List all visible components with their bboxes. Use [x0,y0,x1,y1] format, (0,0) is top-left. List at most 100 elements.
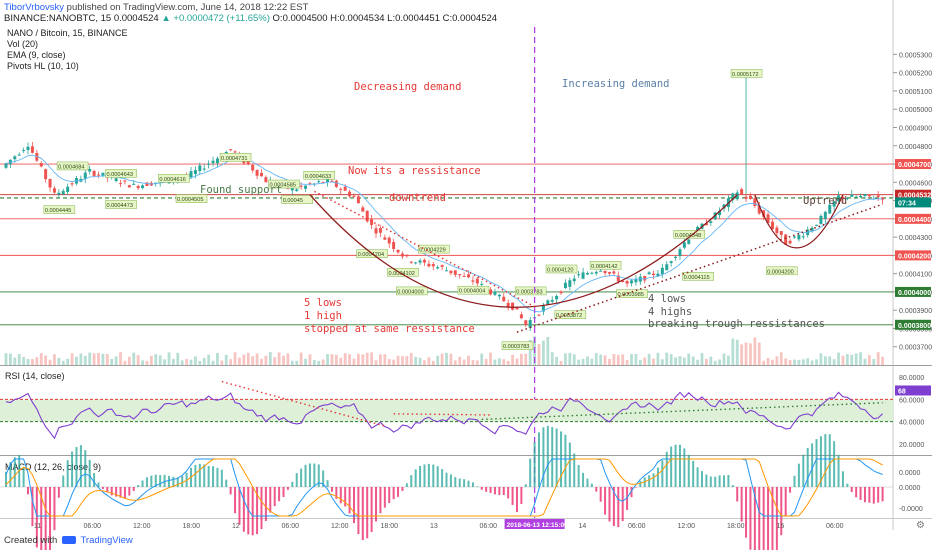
pivot-label-box [219,153,252,162]
candle-body [215,158,219,164]
candle-body [585,273,589,275]
tradingview-logo-icon [61,536,76,545]
rsi-legend[interactable]: RSI (14, close) [5,371,65,381]
macd-histogram-bar [13,457,16,487]
pivot-label: 0.0005172 [732,72,758,78]
candle-body [48,178,52,188]
volume-bar [66,358,70,365]
candle-body [616,275,620,282]
macd-histogram-bar [630,487,633,498]
candle-body [70,183,74,185]
macd-histogram-bar [401,487,404,491]
macd-histogram-bar [115,487,118,497]
volume-bar [511,354,514,365]
macd-tick-label: 0.0000 [899,470,921,477]
volume-bar [330,354,334,365]
macd-histogram-bar [414,469,417,487]
price-badge [895,213,931,224]
candle-body [44,169,48,180]
legend-ema[interactable]: EMA (9, close) [7,50,66,60]
macd-histogram-bar [344,487,347,507]
time-tick-label: 18:00 [381,523,399,530]
candle-body [524,320,528,325]
macd-histogram-bar [419,465,422,487]
candle-body [409,261,413,263]
macd-histogram-bar [53,487,56,531]
macd-histogram-bar [674,444,677,487]
macd-histogram-bar [806,447,809,487]
rsi-tick-label: 60.0000 [899,397,924,404]
pivot-label-box [514,286,547,296]
annotation-stopped: stopped at same ressistance [304,323,475,335]
macd-histogram-bar [837,454,840,487]
candle-body [572,278,576,282]
volume-bar [299,352,303,365]
volume-bar [519,353,523,365]
macd-histogram-bar [507,487,510,499]
volume-bar [48,359,52,365]
macd-histogram-bar [379,487,382,514]
macd-histogram-bar [278,487,281,502]
candle-body [506,302,510,307]
rsi-line [5,391,883,440]
ohlc-values: O:0.0004500 H:0.0004534 L:0.0004451 C:0.… [272,13,498,24]
candle-body [471,280,475,282]
volume-bar [423,360,426,365]
macd-histogram-bar [326,480,329,487]
macd-histogram-bar [88,459,91,487]
price-tick-label: 0.0004600 [899,180,932,187]
volume-bar [599,354,603,365]
volume-bar [238,357,241,365]
candle-body [541,305,545,312]
volume-bar [282,355,285,365]
rsi-downtrend-line [221,380,386,427]
volume-bar [771,359,774,365]
volume-bar [396,355,400,365]
volume-bar [762,360,766,365]
volume-bar [4,353,8,365]
price-badge-label: 0.0004532 [898,193,931,200]
macd-histogram-bar [225,479,228,487]
macd-histogram-bar [793,475,796,487]
macd-histogram-bar [242,487,245,532]
macd-histogram-bar [427,463,430,487]
candle-body [422,259,426,263]
author-link[interactable]: TiborVrbovsky [4,2,65,13]
macd-histogram-bar [511,487,514,505]
macd-histogram-bar [375,487,378,522]
macd-histogram-bar [57,487,60,498]
volume-bar [881,356,884,365]
macd-histogram-bar [203,464,206,487]
volume-bar [872,358,876,365]
candle-body [511,302,515,310]
macd-histogram-bar [502,487,505,496]
price-tick-label: 0.0005000 [899,107,932,114]
footer-brand[interactable]: TradingView [80,535,133,546]
candle-body [801,236,805,238]
macd-histogram-bar [441,469,444,487]
candle-body [39,163,43,167]
candle-body [462,275,466,277]
macd-histogram-bar [648,475,651,487]
volume-bar [859,352,862,365]
volume-bar [718,359,722,365]
legend-pivots[interactable]: Pivots HL (10, 10) [7,61,79,71]
macd-legend[interactable]: MACD (12, 26, close, 9) [5,462,102,472]
macd-histogram-bar [850,487,853,492]
macd-histogram-bar [352,487,355,524]
candle-body [233,151,237,153]
legend-title[interactable]: NANO / Bitcoin, 15, BINANCE [7,28,128,38]
legend-vol[interactable]: Vol (20) [7,39,39,49]
pivot-label-box [387,268,419,277]
pivot-label-box [616,289,648,298]
candle-body [418,260,422,263]
pivot-label-box [766,266,798,276]
pivot-label: 0.0004633 [305,174,331,180]
macd-histogram-bar [308,463,311,487]
time-tick-label: 11 [34,523,41,530]
macd-histogram-bar [410,475,413,487]
volume-bar [220,360,224,365]
macd-histogram-bar [361,487,364,541]
volume-bar [863,358,867,365]
